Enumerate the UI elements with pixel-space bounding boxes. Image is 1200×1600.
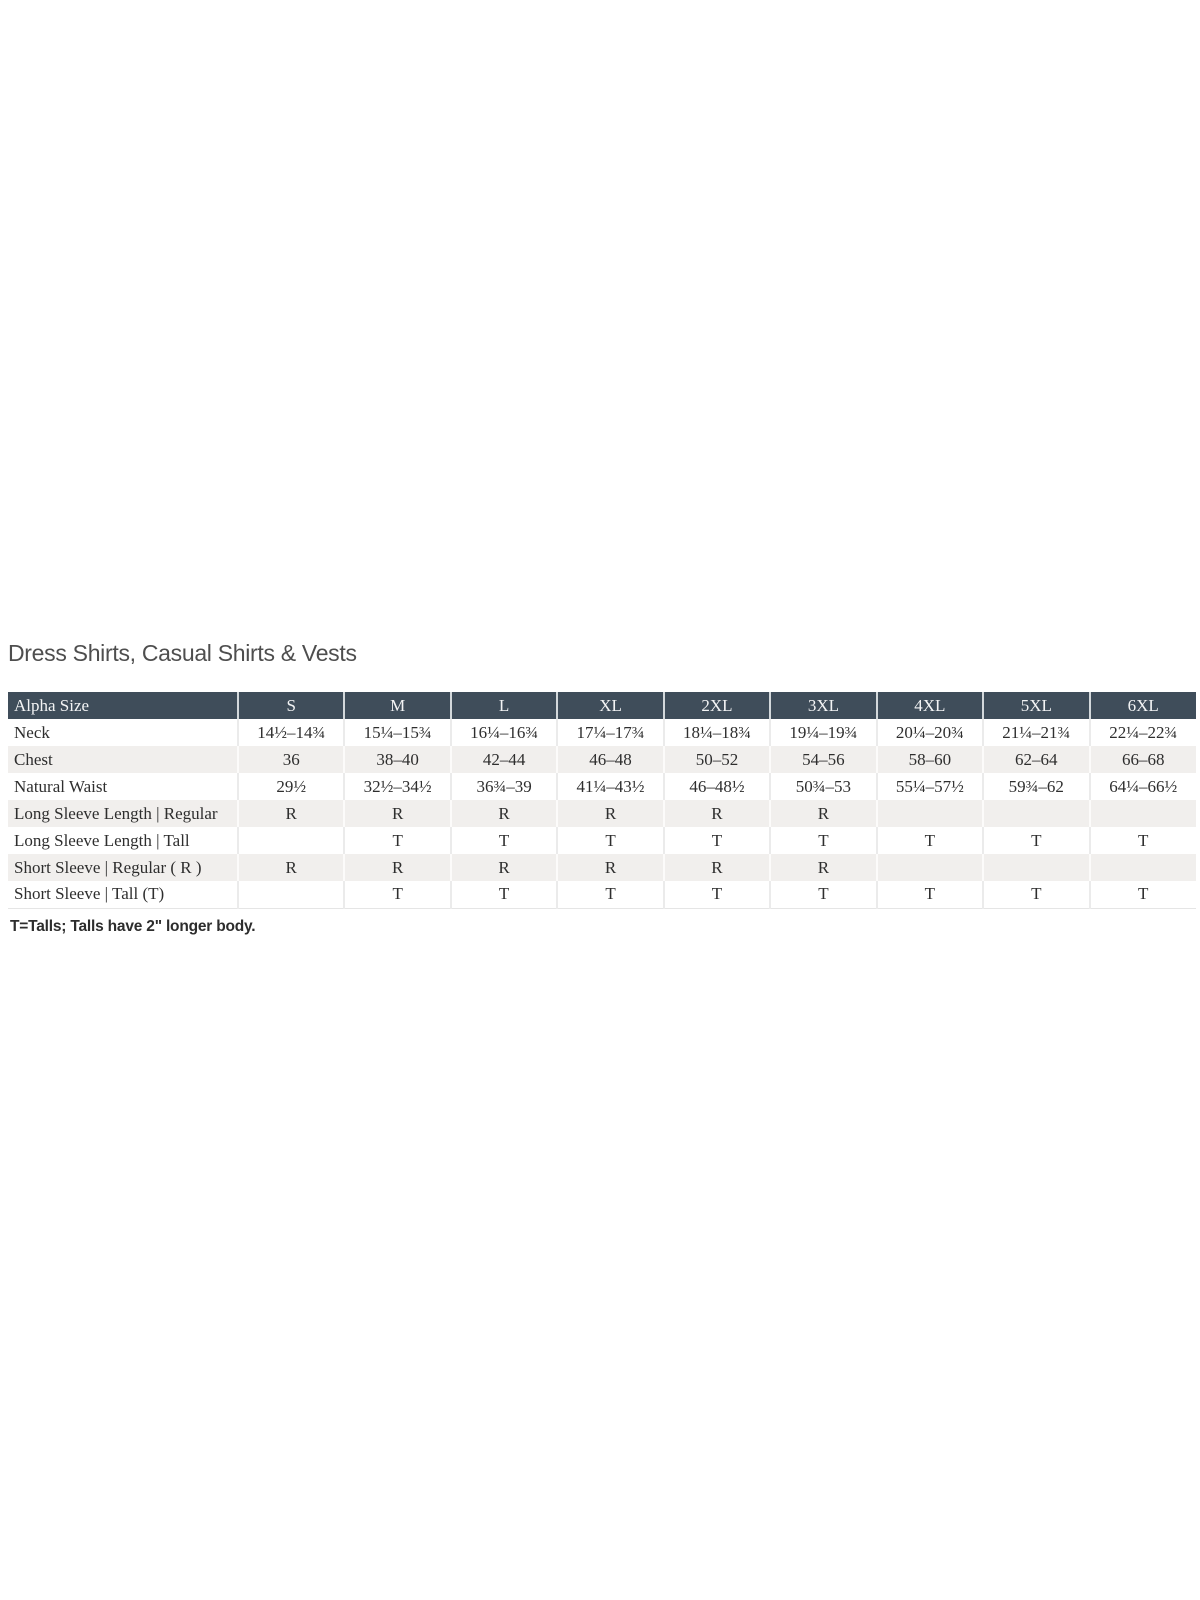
table-row-short-sleeve-regular: Short Sleeve | Regular ( R ) R R R R R R: [8, 854, 1196, 881]
table-cell: T: [449, 827, 558, 854]
row-label: Natural Waist: [14, 776, 108, 796]
table-cell: 50¾–53: [769, 773, 877, 800]
table-cell: 62–64: [982, 746, 1090, 773]
page-title: Dress Shirts, Casual Shirts & Vests: [8, 640, 357, 666]
column-header-m: M: [343, 692, 451, 719]
column-header-s: S: [236, 692, 345, 719]
table-cell: 42–44: [449, 746, 558, 773]
table-cell: R: [343, 854, 451, 881]
column-header-alpha-size: Alpha Size: [8, 692, 238, 719]
table-row-natural-waist: Natural Waist 29½ 32½–34½ 36¾–39 41¼–43½…: [8, 773, 1196, 800]
table-cell: R: [449, 800, 558, 827]
table-cell: T: [1088, 827, 1196, 854]
table-cell: T: [769, 881, 877, 908]
table-cell: [982, 854, 1090, 881]
table-cell: 15¼–15¾: [343, 719, 451, 746]
table-cell: 46–48: [556, 746, 664, 773]
size-chart-table: Alpha Size S M L XL 2XL 3XL 4XL 5XL 6XL …: [8, 692, 1196, 909]
table-cell: R: [662, 854, 771, 881]
table-cell: [982, 800, 1090, 827]
table-row-short-sleeve-tall: Short Sleeve | Tall (T) T T T T T T T T: [8, 881, 1196, 908]
table-cell: T: [982, 827, 1090, 854]
table-cell: T: [343, 881, 451, 908]
table-cell: [1088, 854, 1196, 881]
table-cell: R: [236, 854, 345, 881]
table-cell: 36: [236, 746, 345, 773]
table-cell: [236, 881, 345, 908]
table-cell: R: [556, 800, 664, 827]
table-cell: [875, 854, 984, 881]
table-cell: 29½: [236, 773, 345, 800]
table-cell: T: [875, 881, 984, 908]
table-cell: 36¾–39: [449, 773, 558, 800]
table-cell: 17¼–17¾: [556, 719, 664, 746]
table-cell: 55¼–57½: [875, 773, 984, 800]
column-header-2xl: 2XL: [662, 692, 771, 719]
table-cell: R: [662, 800, 771, 827]
table-cell: 66–68: [1088, 746, 1196, 773]
table-cell: R: [769, 800, 877, 827]
column-header-xl: XL: [556, 692, 664, 719]
row-label: Neck: [14, 722, 50, 742]
table-cell: R: [343, 800, 451, 827]
table-row-neck: Neck 14½–14¾ 15¼–15¾ 16¼–16¾ 17¼–17¾ 18¼…: [8, 719, 1196, 746]
footnote: T=Talls; Talls have 2" longer body.: [10, 917, 256, 935]
table-cell: 38–40: [343, 746, 451, 773]
table-cell: 20¼–20¾: [875, 719, 984, 746]
table-cell: 21¼–21¾: [982, 719, 1090, 746]
table-row-long-sleeve-regular: Long Sleeve Length | Regular R R R R R R: [8, 800, 1196, 827]
table-cell: T: [769, 827, 877, 854]
table-cell: [875, 800, 984, 827]
column-header-3xl: 3XL: [769, 692, 877, 719]
table-cell: T: [556, 827, 664, 854]
row-label: Short Sleeve | Regular ( R ): [14, 857, 202, 877]
table-cell: 64¼–66½: [1088, 773, 1196, 800]
table-cell: T: [1088, 881, 1196, 908]
row-label: Chest: [14, 749, 53, 769]
table-cell: T: [662, 827, 771, 854]
table-cell: R: [236, 800, 345, 827]
size-chart-section: Dress Shirts, Casual Shirts & Vests Alph…: [8, 640, 1196, 935]
table-cell: R: [449, 854, 558, 881]
table-row-chest: Chest 36 38–40 42–44 46–48 50–52 54–56 5…: [8, 746, 1196, 773]
table-cell: 58–60: [875, 746, 984, 773]
table-row-long-sleeve-tall: Long Sleeve Length | Tall T T T T T T T …: [8, 827, 1196, 854]
column-header-6xl: 6XL: [1088, 692, 1196, 719]
table-cell: R: [769, 854, 877, 881]
table-cell: 50–52: [662, 746, 771, 773]
header-row: Alpha Size S M L XL 2XL 3XL 4XL 5XL 6XL: [8, 692, 1196, 719]
table-cell: [236, 827, 345, 854]
column-header-4xl: 4XL: [875, 692, 984, 719]
table-cell: T: [982, 881, 1090, 908]
table-cell: T: [662, 881, 771, 908]
table-cell: T: [343, 827, 451, 854]
table-cell: [1088, 800, 1196, 827]
table-cell: 59¾–62: [982, 773, 1090, 800]
row-label: Long Sleeve Length | Tall: [14, 830, 190, 850]
table-cell: R: [556, 854, 664, 881]
column-header-5xl: 5XL: [982, 692, 1090, 719]
table-cell: 41¼–43½: [556, 773, 664, 800]
table-cell: 54–56: [769, 746, 877, 773]
table-cell: 46–48½: [662, 773, 771, 800]
column-header-l: L: [449, 692, 558, 719]
table-cell: 18¼–18¾: [662, 719, 771, 746]
table-cell: 19¼–19¾: [769, 719, 877, 746]
table-cell: T: [875, 827, 984, 854]
table-cell: T: [556, 881, 664, 908]
row-label: Long Sleeve Length | Regular: [14, 803, 218, 823]
table-cell: 22¼–22¾: [1088, 719, 1196, 746]
row-label: Short Sleeve | Tall (T): [14, 884, 165, 904]
table-cell: 16¼–16¾: [449, 719, 558, 746]
table-cell: 32½–34½: [343, 773, 451, 800]
table-cell: T: [449, 881, 558, 908]
table-cell: 14½–14¾: [236, 719, 345, 746]
